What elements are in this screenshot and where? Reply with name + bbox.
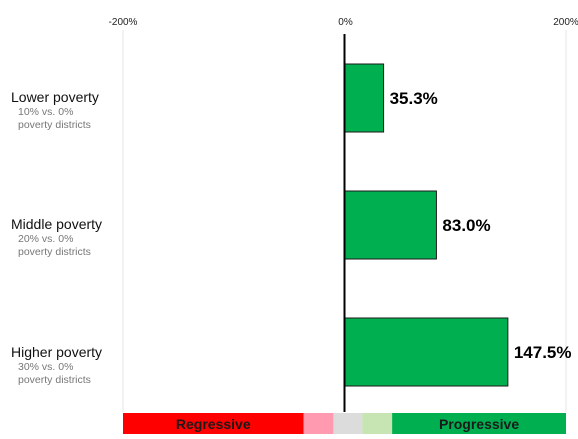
bar-value-label-0: 35.3%: [390, 89, 438, 108]
row-subtitle-lower: 10% vs. 0% poverty districts: [18, 106, 91, 131]
legend-segment-4: [392, 413, 566, 434]
legend-segment-3: [362, 413, 393, 434]
row-title-lower: Lower poverty: [11, 89, 99, 105]
row-label-lower: Lower poverty 10% vs. 0% poverty distric…: [11, 89, 123, 132]
bar-2: [344, 317, 509, 387]
legend-segment-0: [123, 413, 304, 434]
row-label-middle: Middle poverty 20% vs. 0% poverty distri…: [11, 216, 123, 259]
bar-1: [344, 190, 437, 260]
row-label-higher: Higher poverty 30% vs. 0% poverty distri…: [11, 344, 123, 387]
x-tick-label-0: -200%: [109, 17, 138, 28]
legend-segment-1: [303, 413, 334, 434]
bar-value-label-1: 83.0%: [442, 216, 490, 235]
legend-label-progressive: Progressive: [439, 416, 519, 432]
legend-label-regressive: Regressive: [176, 416, 251, 432]
bar-0: [344, 63, 385, 133]
x-tick-label-1: 0%: [338, 17, 353, 28]
row-title-middle: Middle poverty: [11, 216, 103, 232]
row-title-higher: Higher poverty: [11, 344, 103, 360]
row-subtitle-middle: 20% vs. 0% poverty districts: [18, 233, 91, 258]
legend-segment-2: [333, 413, 363, 434]
row-subtitle-higher: 30% vs. 0% poverty districts: [18, 361, 91, 386]
bar-value-label-2: 147.5%: [514, 343, 572, 362]
x-tick-label-2: 200%: [553, 17, 578, 28]
